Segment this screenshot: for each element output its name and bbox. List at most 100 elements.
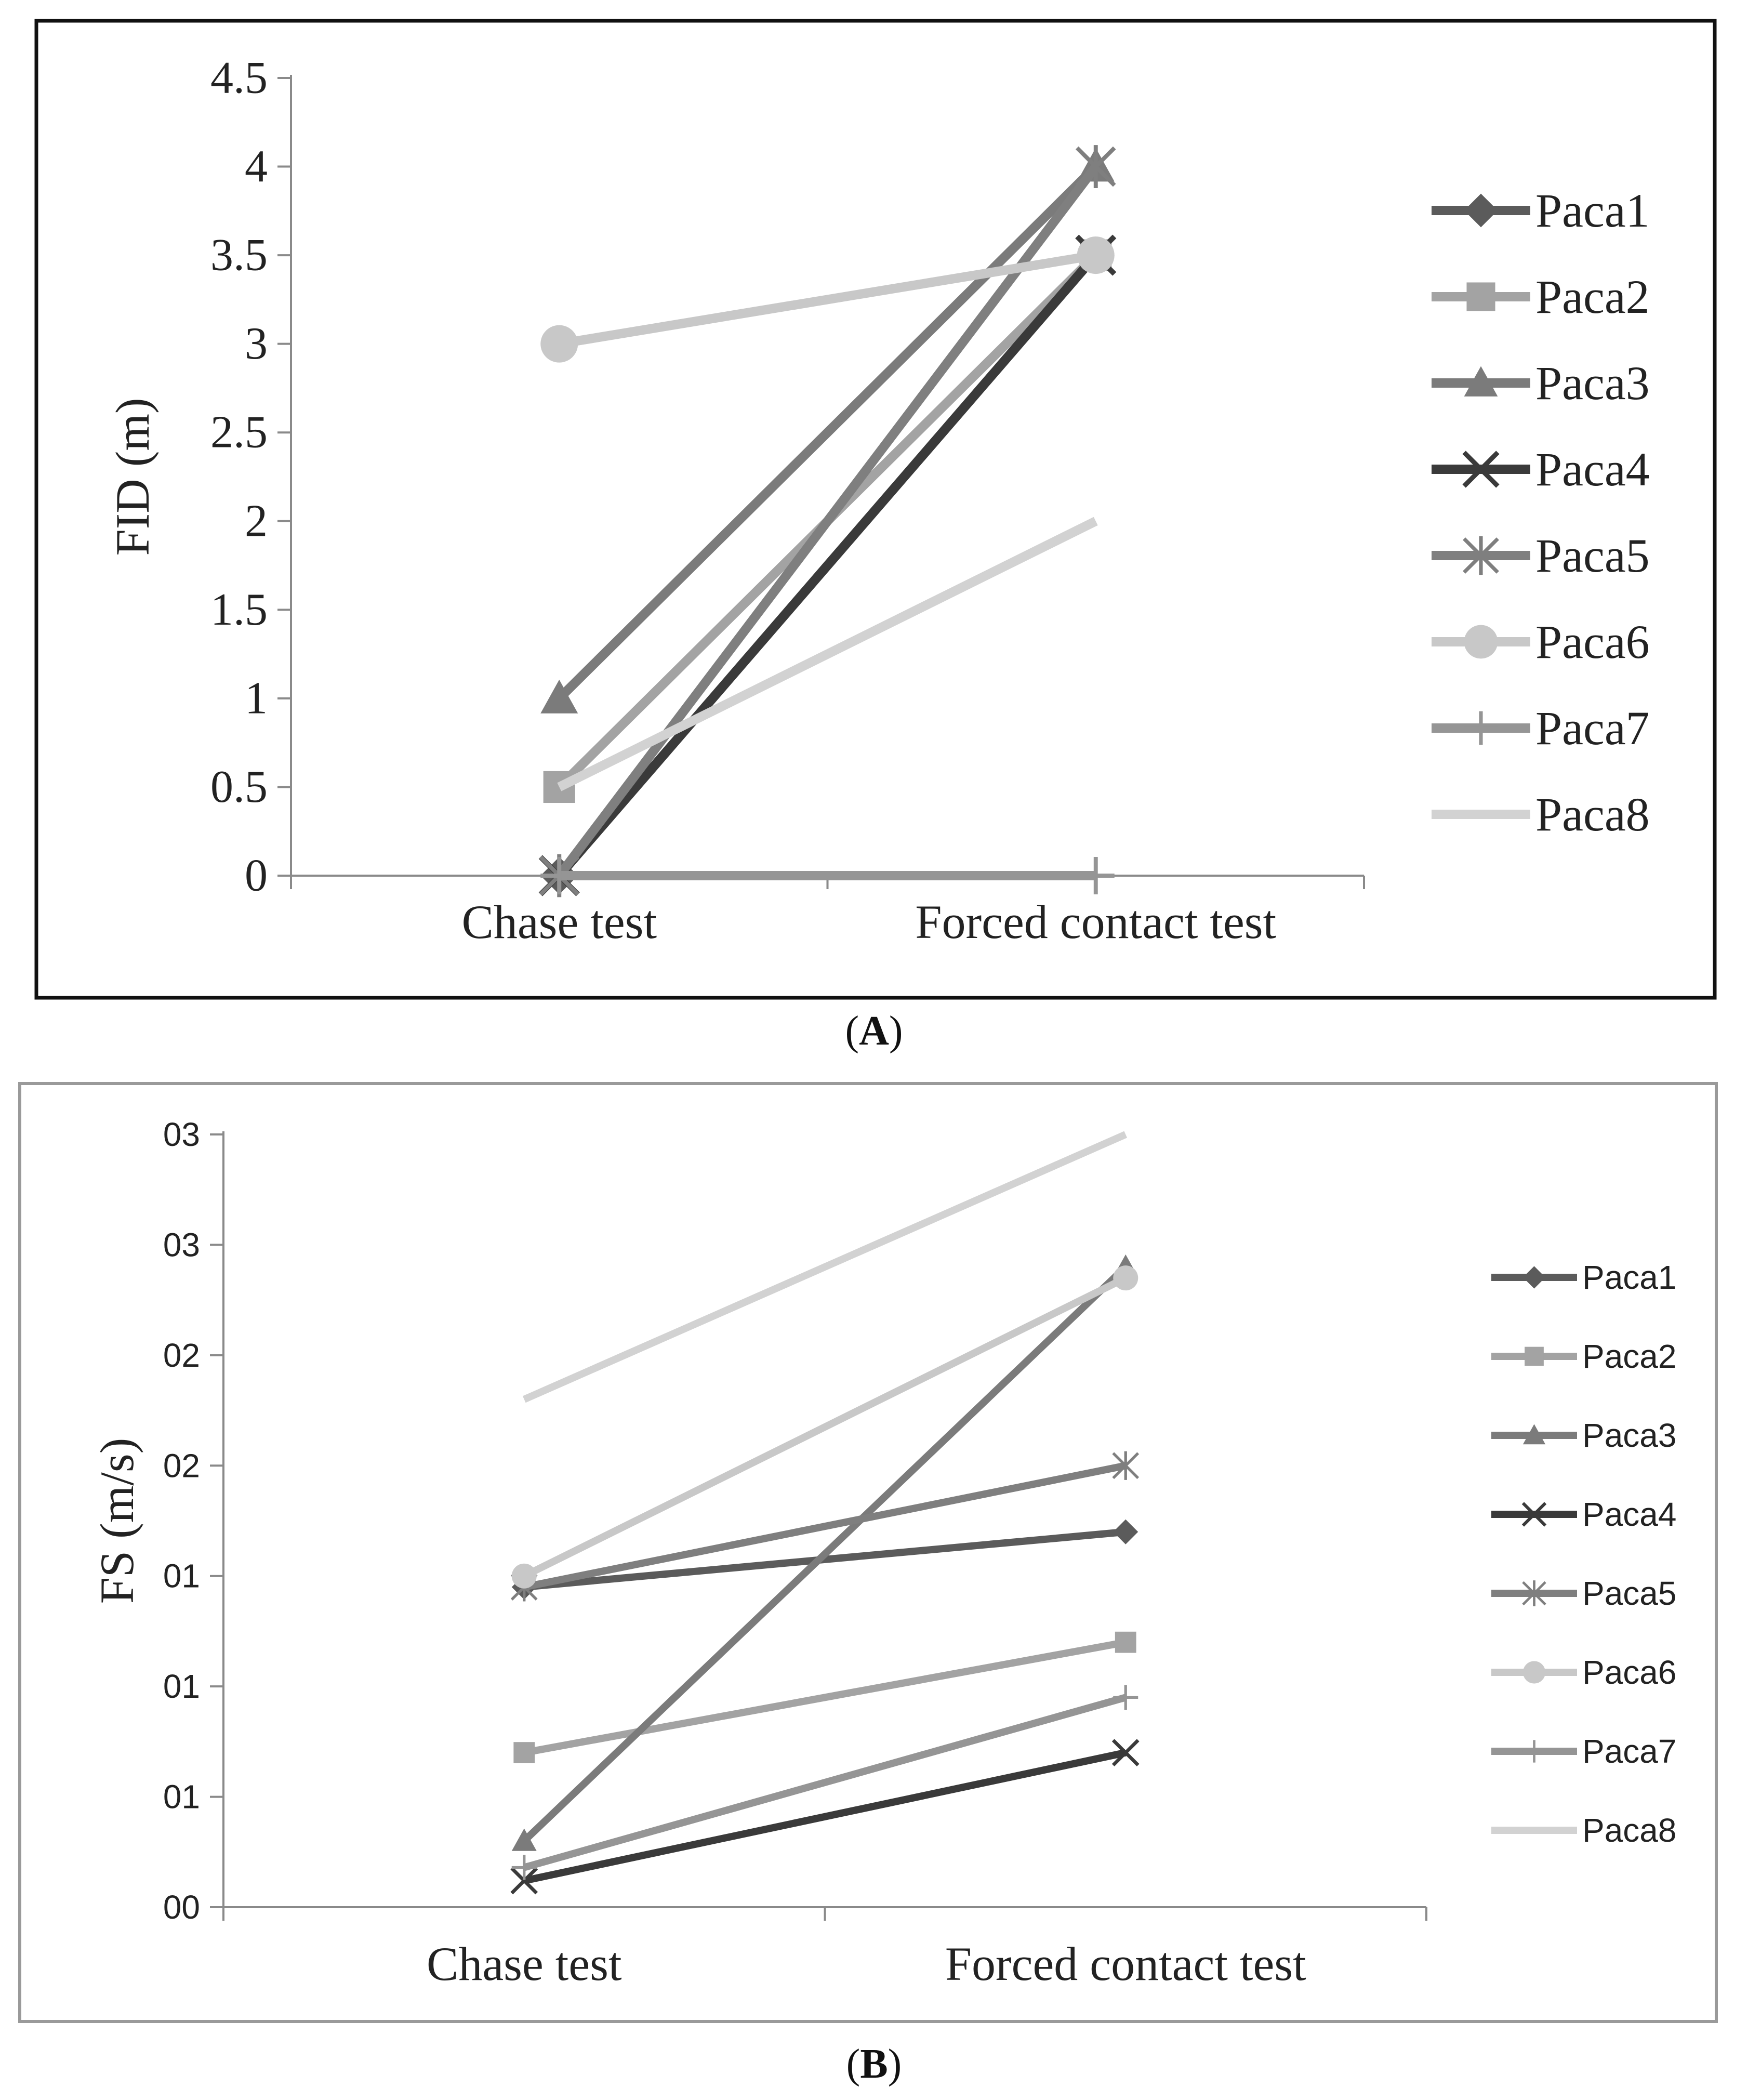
panel-label-paren: ) — [889, 1008, 903, 1054]
legend-label: Paca6 — [1582, 1654, 1676, 1691]
y-axis-label: FS (m/s) — [90, 1438, 143, 1604]
panel-label-paren: ( — [845, 1008, 859, 1054]
series-paca8 — [522, 1131, 1128, 1403]
x-category-label: Forced contact test — [915, 895, 1276, 948]
legend-marker — [1464, 193, 1498, 228]
legend-marker — [1464, 366, 1498, 397]
y-tick-label: 3 — [245, 319, 268, 369]
legend-marker — [1525, 1346, 1544, 1366]
legend-label: Paca6 — [1535, 615, 1650, 668]
legend-label: Paca8 — [1582, 1812, 1676, 1849]
x-category-label: Chase test — [427, 1937, 622, 1990]
legend-item: Paca2 — [1432, 270, 1650, 323]
legend-marker — [1522, 1740, 1546, 1763]
legend-label: Paca7 — [1582, 1733, 1676, 1770]
y-tick-label: 03 — [163, 1116, 200, 1153]
series-line — [555, 252, 1100, 879]
legend-label: Paca2 — [1582, 1338, 1676, 1375]
series-paca7 — [511, 1685, 1138, 1880]
data-point-marker — [1075, 145, 1116, 188]
legend: Paca1 Paca2 Paca3 Paca4 Paca5 Paca6 Paca7 Paca8 — [1432, 184, 1650, 841]
series-paca6 — [540, 236, 1115, 363]
series-paca3 — [540, 148, 1115, 714]
series-line — [523, 1749, 1127, 1884]
legend-item: Paca1 — [1491, 1259, 1676, 1296]
legend: Paca1 Paca2 Paca3 Paca4 Paca5 Paca6 Paca7 Paca8 — [1491, 1259, 1676, 1849]
series-paca3 — [511, 1254, 1138, 1851]
y-axis-label: FID (m) — [106, 398, 159, 556]
series-paca7 — [540, 857, 1115, 894]
legend-item: Paca7 — [1432, 702, 1650, 755]
legend-marker — [1462, 451, 1500, 488]
legend-marker — [1522, 1266, 1546, 1289]
y-tick-label: 4.5 — [210, 53, 268, 103]
legend-label: Paca5 — [1535, 529, 1650, 582]
y-tick-label: 2 — [245, 496, 268, 546]
y-tick-label: 01 — [163, 1668, 200, 1705]
legend-item: Paca5 — [1491, 1575, 1676, 1612]
data-point-marker — [1113, 1265, 1138, 1291]
legend-item: Paca5 — [1432, 529, 1650, 582]
data-point-marker — [540, 679, 578, 714]
data-point-marker — [511, 1563, 537, 1589]
data-point-marker — [540, 325, 578, 363]
series-line — [522, 1274, 1128, 1579]
y-tick-label: 00 — [163, 1888, 200, 1926]
legend-item: Paca3 — [1491, 1417, 1676, 1454]
legend-marker — [1521, 1502, 1547, 1527]
data-point-marker — [510, 1867, 538, 1895]
legend-item: Paca7 — [1491, 1733, 1676, 1770]
data-point-marker — [1113, 1519, 1138, 1544]
legend-marker — [1522, 1424, 1546, 1445]
chart-b: 00 01 01 01 02 02 03 03 Chase test Forced contact… — [18, 1082, 1718, 2087]
legend-marker — [1464, 711, 1498, 745]
data-point-marker — [1112, 1451, 1140, 1480]
legend-item: Paca6 — [1491, 1654, 1676, 1691]
legend-label: Paca1 — [1582, 1259, 1676, 1296]
legend-item: Paca3 — [1432, 356, 1650, 410]
data-point-marker — [1077, 857, 1115, 894]
x-category-label: Forced contact test — [945, 1937, 1306, 1990]
series-paca8 — [557, 517, 1098, 791]
data-point-marker — [1115, 1631, 1136, 1653]
legend-item: Paca1 — [1432, 184, 1650, 237]
series-line — [557, 517, 1098, 791]
legend-item: Paca6 — [1432, 615, 1650, 668]
series-line — [523, 1694, 1127, 1871]
chart-frame — [18, 1082, 1718, 2023]
legend-item: Paca4 — [1491, 1496, 1676, 1533]
legend-item: Paca4 — [1432, 443, 1650, 496]
x-category-label: Chase test — [461, 895, 657, 948]
series-paca2 — [513, 1631, 1136, 1763]
data-point-marker — [511, 1855, 537, 1880]
panel-label-paren: ( — [846, 2041, 860, 2087]
series-line — [524, 1528, 1126, 1591]
y-tick-label: 01 — [163, 1778, 200, 1816]
data-point-marker — [513, 1742, 535, 1763]
legend-label: Paca3 — [1535, 356, 1650, 410]
y-tick-label: 03 — [163, 1226, 200, 1263]
y-tick-label: 1 — [245, 673, 268, 723]
legend-label: Paca2 — [1535, 270, 1650, 323]
series-line — [522, 1131, 1128, 1403]
series-line — [523, 1462, 1127, 1591]
legend-marker — [1522, 1661, 1546, 1684]
legend-label: Paca4 — [1535, 443, 1650, 496]
panel-label-paren: ) — [888, 2041, 902, 2087]
legend-item: Paca8 — [1491, 1812, 1676, 1849]
panel-label: (A) — [845, 1008, 903, 1054]
panel-label-letter: B — [860, 2041, 888, 2087]
y-tick-label: 1.5 — [210, 585, 268, 635]
y-tick-label: 0.5 — [210, 762, 268, 812]
legend-label: Paca5 — [1582, 1575, 1676, 1612]
y-tick-label: 02 — [163, 1447, 200, 1484]
y-tick-label: 02 — [163, 1337, 200, 1374]
series-line — [555, 164, 1100, 879]
data-point-marker — [1111, 1739, 1140, 1766]
legend-label: Paca7 — [1535, 702, 1650, 755]
legend-label: Paca8 — [1535, 788, 1650, 841]
legend-item: Paca2 — [1491, 1338, 1676, 1375]
legend-label: Paca4 — [1582, 1496, 1676, 1533]
panel-label-letter: A — [859, 1008, 889, 1054]
